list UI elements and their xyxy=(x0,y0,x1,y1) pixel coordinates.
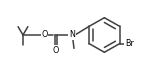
Text: N: N xyxy=(69,30,75,39)
Text: O: O xyxy=(41,30,48,39)
Text: Br: Br xyxy=(125,39,134,48)
Text: O: O xyxy=(52,46,59,55)
